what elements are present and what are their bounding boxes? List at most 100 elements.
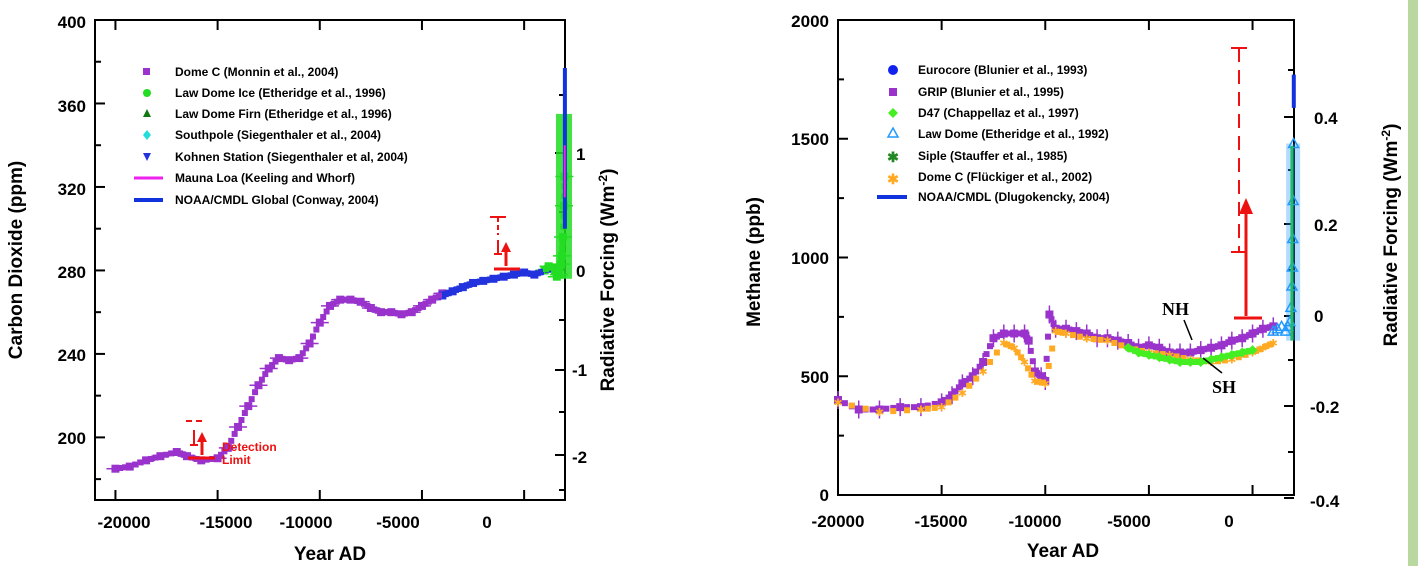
co2-data-point bbox=[213, 454, 222, 463]
ch4-data-point bbox=[1211, 355, 1218, 362]
ch4-data-point bbox=[1051, 324, 1060, 333]
co2-data-point bbox=[269, 362, 276, 369]
ch4-data-point bbox=[869, 406, 876, 413]
ch4-x-axis-title: Year AD bbox=[1027, 541, 1099, 562]
ch4-legend: Eurocore (Blunier et al., 1993) GRIP (Bl… bbox=[877, 63, 1110, 204]
ch4-data-point: ✱ bbox=[1103, 336, 1112, 348]
detection-arrow-head bbox=[501, 242, 511, 252]
ch4-data-point bbox=[1107, 336, 1114, 343]
legend-item-label: NOAA/CMDL (Dlugokencky, 2004) bbox=[918, 190, 1110, 204]
legend-item-label: Law Dome Ice (Etheridge et al., 1996) bbox=[175, 86, 386, 100]
ch4-data-point bbox=[993, 349, 1000, 356]
co2-data-point bbox=[487, 276, 494, 283]
co2-data-point bbox=[463, 282, 470, 289]
ch4-y-axis-title: Methane (ppb) bbox=[744, 197, 765, 327]
detection-label: Detection bbox=[222, 440, 277, 454]
co2-data-point bbox=[117, 465, 124, 471]
ch4-data-point bbox=[1048, 316, 1055, 323]
co2-data-point bbox=[320, 314, 327, 321]
ch4-detection-annotation bbox=[1231, 47, 1262, 320]
legend-item-label: Southpole (Siegenthaler et al., 2004) bbox=[175, 128, 381, 142]
co2-data-point bbox=[330, 300, 337, 307]
ch4-x-tick-label: -10000 bbox=[1009, 512, 1062, 531]
ch4-data-point bbox=[948, 391, 956, 400]
ch4-data-point bbox=[862, 405, 869, 412]
co2-data-point bbox=[172, 448, 181, 456]
co2-data-point bbox=[524, 270, 531, 277]
co2-data-point bbox=[274, 354, 283, 363]
ch4-data-point bbox=[1221, 357, 1228, 364]
co2-data-point bbox=[456, 285, 463, 292]
co2-data-point bbox=[371, 306, 378, 313]
ch4-data-point bbox=[958, 379, 967, 388]
ch4-data-point bbox=[962, 378, 969, 384]
co2-data-point bbox=[483, 277, 490, 284]
ch4-y-tick-label: 1000 bbox=[791, 249, 829, 268]
co2-data-point bbox=[254, 381, 263, 390]
co2-data-point bbox=[527, 270, 534, 277]
legend-diamond-marker bbox=[143, 130, 151, 140]
co2-data-point bbox=[228, 437, 235, 444]
ch4-data-point bbox=[1176, 348, 1184, 357]
ch4-data-point bbox=[1232, 351, 1239, 358]
ch4-data-point bbox=[1152, 350, 1159, 357]
co2-y2-axis-title-end: ) bbox=[598, 169, 619, 175]
ch4-data-point bbox=[1155, 343, 1164, 352]
co2-data-point bbox=[415, 305, 422, 311]
ch4-data-point bbox=[931, 404, 938, 411]
co2-data-point bbox=[412, 307, 419, 314]
ch4-data-point bbox=[1076, 333, 1083, 340]
ch4-data-point bbox=[1018, 354, 1025, 361]
co2-data-point bbox=[218, 451, 225, 458]
ch4-data-point bbox=[1186, 348, 1195, 357]
ch4-data-point bbox=[942, 397, 949, 403]
ch4-data-point bbox=[1069, 332, 1076, 339]
co2-data-point bbox=[548, 264, 555, 271]
ch4-data-point bbox=[1235, 354, 1242, 361]
ch4-data-point bbox=[1173, 353, 1180, 360]
ch4-data-point: ✱ bbox=[999, 338, 1008, 350]
ch4-data-point: ✱ bbox=[916, 405, 925, 417]
ch4-data-point bbox=[1263, 324, 1270, 331]
co2-data-point bbox=[305, 339, 314, 348]
ch4-y2-axis-title-end: ) bbox=[1381, 124, 1402, 130]
ch4-data-point bbox=[1253, 328, 1259, 335]
ch4-data-point bbox=[1093, 334, 1102, 343]
legend-item-label: Law Dome Firn (Etheridge et al., 1996) bbox=[175, 107, 392, 121]
co2-x-tick-label: -10000 bbox=[280, 513, 333, 532]
nh-pointer bbox=[1183, 319, 1193, 341]
ch4-data-point bbox=[1258, 324, 1267, 333]
ch4-data-point: ✱ bbox=[958, 388, 967, 400]
co2-data-point bbox=[147, 455, 154, 462]
co2-data-point bbox=[125, 462, 134, 471]
co2-data-point bbox=[538, 268, 545, 275]
co2-data-point bbox=[364, 302, 371, 309]
co2-y-axis-title: Carbon Dioxide (ppm) bbox=[6, 161, 27, 359]
ch4-data-point bbox=[1045, 310, 1054, 319]
ch4-data-point bbox=[1027, 347, 1034, 354]
ch4-data-point bbox=[916, 403, 925, 412]
co2-y-tick-label: 240 bbox=[58, 346, 86, 365]
ch4-data-point bbox=[937, 398, 946, 407]
co2-data-point bbox=[425, 298, 432, 305]
legend-item-label: Dome C (Monnin et al., 2004) bbox=[175, 65, 338, 79]
co2-y2-axis-title-sup: -2 bbox=[596, 175, 610, 186]
ch4-data-point bbox=[1287, 136, 1300, 149]
co2-data-point bbox=[223, 443, 232, 452]
ch4-data-point bbox=[1196, 346, 1205, 355]
co2-data-point bbox=[497, 274, 504, 281]
co2-data-point bbox=[458, 283, 467, 292]
co2-y-tick-label: 320 bbox=[58, 180, 86, 199]
sh-pointer bbox=[1202, 357, 1223, 374]
ch4-chart: ✱✱✱✱✱✱✱✱✱✱✱✱✱✱✱✱✱✱✱✱✱✱✱✱ -20000 -15000 -… bbox=[744, 12, 1402, 562]
ch4-data-point bbox=[1242, 348, 1249, 355]
ch4-data-point bbox=[924, 402, 931, 409]
co2-data-point bbox=[407, 308, 416, 317]
ch4-data-point bbox=[979, 358, 988, 366]
co2-data-point bbox=[197, 456, 206, 465]
ch4-data-point bbox=[976, 363, 983, 370]
ch4-data-point: ✱ bbox=[1041, 378, 1050, 390]
ch4-data-point bbox=[1010, 329, 1019, 338]
ch4-data-point bbox=[1232, 336, 1239, 343]
